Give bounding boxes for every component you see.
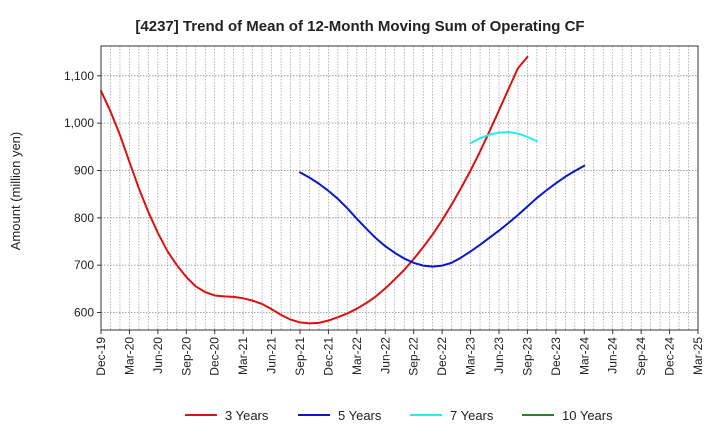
x-tick-label: Sep-22 <box>407 337 421 376</box>
x-tick-label: Dec-20 <box>208 337 222 376</box>
y-tick-label: 1,000 <box>64 116 94 130</box>
x-tick-label: Sep-23 <box>520 337 534 376</box>
x-tick-label: Jun-23 <box>492 337 506 374</box>
x-tick-label: Dec-22 <box>435 337 449 376</box>
legend: 3 Years 5 Years 7 Years 10 Years <box>185 408 613 423</box>
grid <box>101 46 698 330</box>
x-tick-label: Mar-23 <box>464 337 478 375</box>
y-tick-label: 900 <box>74 163 94 177</box>
x-tick-label: Mar-24 <box>577 337 591 375</box>
x-tick-label: Dec-19 <box>94 337 108 376</box>
y-tick-label: 600 <box>74 305 94 319</box>
x-tick-label: Sep-24 <box>634 337 648 376</box>
x-tick-label: Jun-24 <box>606 337 620 374</box>
legend-label-3-years: 3 Years <box>225 408 269 423</box>
x-tick-label: Jun-22 <box>378 337 392 374</box>
series-line-7-years <box>469 131 538 145</box>
y-tick-label: 1,100 <box>64 69 94 83</box>
x-tick-label: Mar-22 <box>350 337 364 375</box>
series-line-5-years <box>299 164 586 268</box>
x-axis: Dec-19 Mar-20 Jun-20 Sep-20 Dec-20 Mar-21 Jun-… <box>94 330 705 376</box>
x-tick-label: Sep-20 <box>179 337 193 376</box>
series-layer <box>100 55 586 325</box>
y-axis: 600 700 800 900 1,000 1,100 <box>64 69 101 319</box>
y-tick-label: 800 <box>74 211 94 225</box>
plot-frame <box>100 45 699 331</box>
x-tick-label: Mar-21 <box>236 337 250 375</box>
x-tick-label: Sep-21 <box>293 337 307 376</box>
x-tick-label: Jun-21 <box>265 337 279 374</box>
x-tick-label: Mar-25 <box>691 337 705 375</box>
chart-title: [4237] Trend of Mean of 12-Month Moving … <box>135 18 584 35</box>
series-line-3-years <box>100 55 529 325</box>
y-axis-label: Amount (million yen) <box>8 132 23 251</box>
x-tick-label: Mar-20 <box>122 337 136 375</box>
x-tick-label: Dec-21 <box>321 337 335 376</box>
legend-label-5-years: 5 Years <box>338 408 382 423</box>
x-tick-label: Dec-23 <box>549 337 563 376</box>
legend-label-10-years: 10 Years <box>562 408 613 423</box>
legend-label-7-years: 7 Years <box>450 408 494 423</box>
y-tick-label: 700 <box>74 258 94 272</box>
x-tick-label: Jun-20 <box>151 337 165 374</box>
x-tick-label: Dec-24 <box>663 337 677 376</box>
